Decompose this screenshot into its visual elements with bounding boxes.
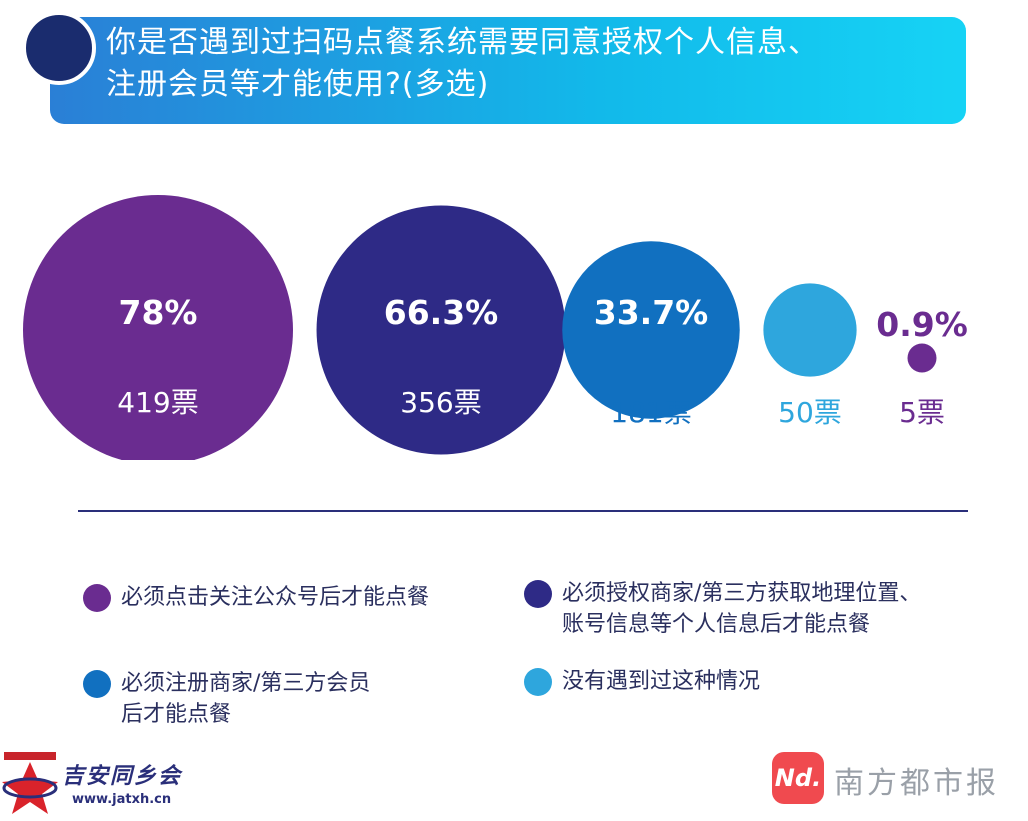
legend-label-line: 后才能点餐 [121, 702, 232, 727]
jatxh-wordmark: 吉安同乡会 [62, 764, 183, 789]
votes-label-4: 5票 [899, 396, 945, 429]
percent-label-1: 66.3% [384, 293, 499, 332]
legend-label: 没有遇到过这种情况 [562, 666, 760, 697]
percent-label-3: 9.3% [764, 305, 856, 344]
question-banner [22, 11, 966, 124]
legend-label-line: 必须授权商家/第三方获取地理位置、 [562, 581, 922, 606]
question-line-1: 你是否遇到过扫码点餐系统需要同意授权个人信息、 [106, 25, 819, 60]
percent-label-4: 0.9% [876, 305, 968, 344]
legend-label-line: 没有遇到过这种情况 [562, 669, 761, 694]
legend-swatch-icon [83, 670, 111, 698]
divider [78, 510, 968, 512]
votes-label-2: 181票 [610, 396, 691, 429]
percent-label-2: 33.7% [594, 293, 709, 332]
legend-label: 必须注册商家/第三方会员 后才能点餐 [121, 668, 370, 730]
votes-label-1: 356票 [400, 386, 481, 419]
question-title: 你是否遇到过扫码点餐系统需要同意授权个人信息、 注册会员等才能使用?(多选) [106, 22, 966, 106]
legend-swatch-icon [524, 580, 552, 608]
banner-circle-icon [22, 11, 96, 85]
jatxh-url: www.jatxh.cn [72, 792, 172, 807]
jatxh-logo-icon [2, 752, 58, 814]
bubble-1 [316, 205, 566, 455]
bubble-4 [907, 343, 937, 373]
legend-label-line: 必须点击关注公众号后才能点餐 [121, 585, 430, 610]
bubble-0 [23, 195, 293, 460]
legend-label-line: 账号信息等个人信息后才能点餐 [562, 612, 871, 637]
legend-label: 必须授权商家/第三方获取地理位置、 账号信息等个人信息后才能点餐 [562, 578, 921, 640]
percent-label-0: 78% [119, 293, 198, 332]
bubble-3 [763, 283, 857, 377]
votes-label-0: 419票 [117, 386, 198, 419]
bubble-chart: 78% 419票 66.3% 356票 33.7% 181票 9.3% 50票 0.9% 5票 [23, 195, 968, 460]
question-line-2: 注册会员等才能使用?(多选) [106, 67, 490, 102]
legend-swatch-icon [83, 584, 111, 612]
legend-label: 必须点击关注公众号后才能点餐 [121, 582, 429, 613]
votes-label-3: 50票 [778, 396, 842, 429]
legend-swatch-icon [524, 668, 552, 696]
nandu-name: 南方都市报 [834, 766, 999, 801]
nandu-logo-icon: Nd. [772, 752, 824, 804]
nandu-mark: Nd. [774, 764, 822, 792]
bubble-2 [562, 241, 740, 419]
legend-label-line: 必须注册商家/第三方会员 [121, 671, 371, 696]
